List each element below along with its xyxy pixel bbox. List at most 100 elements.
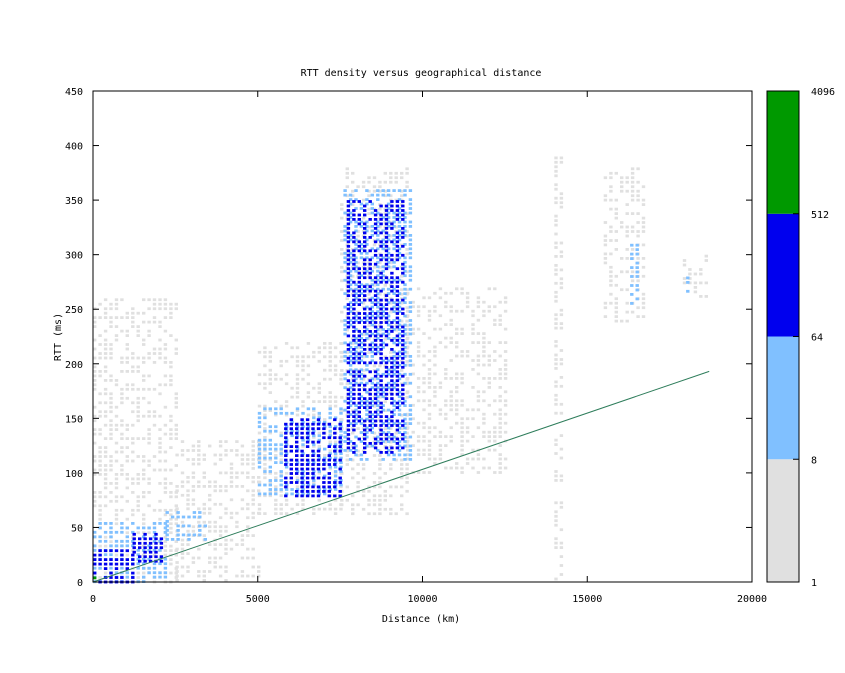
density-cell	[257, 420, 262, 424]
density-cell	[395, 240, 400, 244]
density-cell	[279, 447, 283, 451]
density-cell	[392, 243, 396, 246]
density-cell	[416, 453, 421, 456]
density-cell	[460, 291, 464, 295]
density-cell	[620, 189, 624, 193]
density-cell	[416, 350, 421, 353]
density-cell	[363, 262, 367, 266]
density-cell	[328, 452, 332, 455]
density-cell	[169, 495, 173, 499]
density-cell	[368, 289, 372, 293]
density-cell	[327, 422, 331, 426]
density-cell	[361, 216, 366, 220]
density-cell	[246, 502, 250, 506]
density-cell	[114, 414, 119, 418]
density-cell	[559, 201, 564, 205]
density-cell	[641, 225, 646, 229]
density-cell	[348, 350, 353, 354]
density-cell	[449, 390, 453, 394]
density-cell	[449, 336, 453, 340]
density-cell	[378, 261, 382, 265]
density-cell	[346, 227, 351, 230]
density-cell	[401, 437, 405, 441]
density-cell	[300, 472, 304, 475]
density-cell	[103, 553, 108, 557]
density-cell	[383, 440, 387, 444]
density-cell	[142, 311, 146, 315]
density-cell	[609, 171, 613, 175]
density-cell	[384, 204, 389, 208]
density-cell	[284, 422, 288, 426]
density-cell	[554, 281, 558, 285]
density-cell	[370, 444, 374, 448]
density-cell	[257, 350, 262, 354]
density-cell	[246, 556, 250, 560]
density-cell	[383, 171, 387, 175]
density-cell	[218, 574, 223, 578]
density-cell	[403, 225, 407, 228]
density-cell	[295, 503, 300, 506]
density-cell	[379, 325, 383, 329]
density-cell	[367, 351, 371, 354]
density-cell	[503, 457, 508, 461]
density-cell	[169, 558, 173, 561]
density-cell	[136, 329, 140, 333]
density-cell	[367, 288, 371, 292]
density-cell	[158, 539, 162, 543]
density-cell	[346, 240, 351, 244]
density-cell	[125, 499, 129, 503]
density-cell	[365, 368, 369, 372]
density-cell	[306, 342, 311, 345]
density-cell	[339, 407, 343, 411]
density-cell	[213, 525, 217, 529]
density-cell	[328, 467, 332, 471]
density-cell	[630, 212, 635, 215]
density-cell	[487, 363, 491, 367]
density-cell	[312, 416, 316, 420]
density-cell	[109, 464, 113, 467]
density-cell	[630, 252, 634, 256]
density-cell	[109, 530, 113, 534]
density-cell	[295, 463, 299, 466]
density-cell	[503, 466, 508, 470]
density-cell	[333, 454, 338, 457]
density-cell	[403, 189, 407, 192]
density-cell	[300, 458, 304, 462]
density-cell	[147, 374, 151, 378]
density-cell	[503, 412, 508, 416]
density-cell	[356, 288, 360, 292]
density-cell	[482, 314, 486, 318]
density-cell	[305, 440, 310, 444]
density-cell	[142, 338, 146, 342]
density-cell	[251, 444, 255, 448]
density-cell	[263, 409, 267, 412]
density-cell	[120, 356, 124, 360]
density-cell	[132, 546, 136, 550]
density-cell	[401, 339, 405, 342]
density-cell	[284, 512, 289, 515]
density-cell	[401, 388, 405, 392]
density-cell	[316, 454, 321, 457]
density-cell	[359, 283, 364, 287]
density-cell	[328, 443, 332, 447]
density-cell	[348, 256, 353, 260]
density-cell	[131, 553, 135, 557]
density-cell	[340, 472, 344, 475]
density-cell	[384, 236, 389, 239]
density-cell	[159, 555, 164, 559]
density-cell	[301, 488, 305, 491]
density-cell	[354, 220, 358, 224]
density-cell	[295, 440, 299, 444]
density-cell	[328, 342, 332, 345]
density-cell	[356, 472, 360, 475]
density-cell	[352, 209, 356, 212]
density-cell	[202, 570, 206, 573]
density-cell	[125, 459, 129, 463]
density-cell	[351, 292, 355, 296]
density-cell	[346, 415, 351, 418]
density-cell	[367, 297, 371, 301]
density-cell	[357, 321, 361, 324]
density-cell	[354, 269, 358, 273]
density-cell	[120, 566, 124, 570]
density-cell	[438, 453, 443, 456]
